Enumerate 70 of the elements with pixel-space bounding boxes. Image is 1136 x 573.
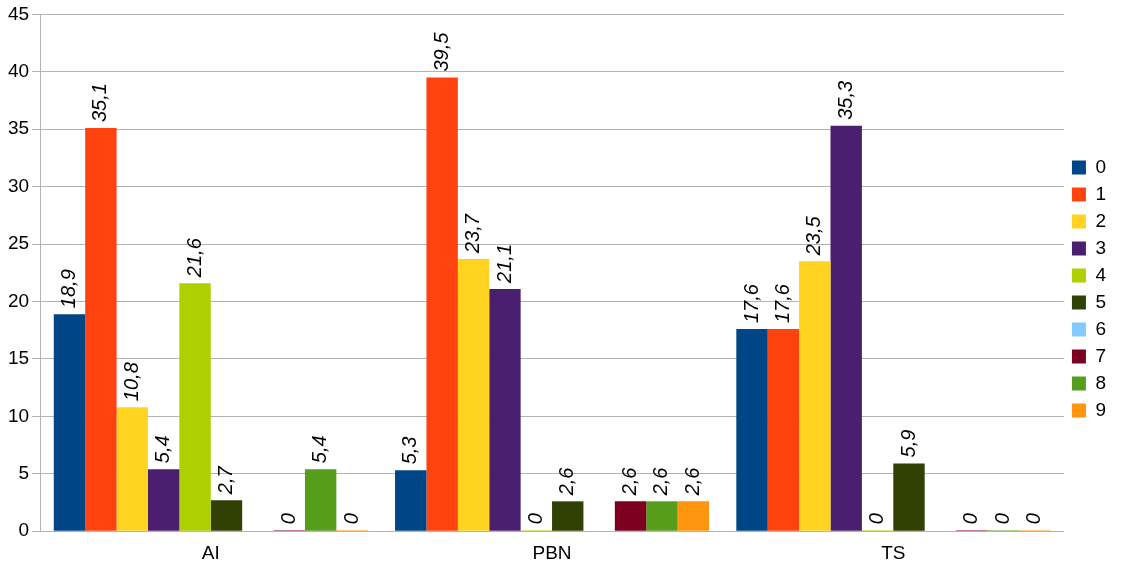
bar — [489, 288, 521, 531]
data-label: 5,3 — [398, 436, 421, 465]
bar — [677, 501, 710, 531]
y-tick-label: 45 — [7, 2, 30, 24]
x-tick-label: PBN — [532, 541, 572, 563]
bar — [736, 329, 768, 531]
data-label: 21,1 — [492, 243, 515, 284]
bar — [830, 125, 862, 531]
y-tick-label: 25 — [7, 232, 30, 254]
bar — [767, 329, 800, 531]
bar — [179, 283, 211, 531]
bar — [426, 77, 458, 531]
bar — [53, 314, 86, 531]
legend-label: 0 — [1095, 155, 1107, 177]
data-label: 23,5 — [802, 215, 825, 257]
data-label: 17,6 — [770, 283, 793, 324]
bar — [85, 128, 117, 531]
data-label: 35,3 — [833, 80, 856, 120]
legend-label: 8 — [1095, 371, 1107, 393]
legend-label: 2 — [1095, 209, 1107, 231]
bar — [552, 501, 584, 531]
data-label: 0 — [523, 513, 546, 525]
data-label: 39,5 — [429, 31, 452, 72]
x-tick-label: AI — [201, 541, 220, 563]
data-label: 18,9 — [57, 269, 80, 309]
bar — [116, 407, 148, 531]
bar — [457, 259, 490, 531]
data-label: 2,7 — [214, 465, 237, 496]
bar — [147, 469, 180, 531]
data-label: 0 — [1022, 513, 1045, 525]
y-tick-label: 30 — [7, 174, 30, 196]
y-tick-label: 15 — [7, 347, 30, 369]
data-label: 5,4 — [308, 435, 331, 464]
legend-label: 9 — [1095, 398, 1107, 420]
data-label: 0 — [990, 513, 1013, 525]
data-label: 5,4 — [151, 435, 174, 464]
data-label: 0 — [865, 513, 888, 525]
bar — [893, 463, 925, 531]
legend-label: 1 — [1095, 182, 1107, 204]
data-label: 2,6 — [649, 466, 672, 497]
data-label: 23,7 — [461, 213, 484, 255]
bar — [395, 470, 427, 531]
data-label: 17,6 — [739, 283, 762, 324]
y-tick-label: 20 — [7, 289, 30, 311]
data-label: 2,6 — [618, 466, 641, 497]
bar — [799, 261, 831, 531]
y-tick-label: 35 — [7, 117, 30, 139]
y-tick-label: 0 — [18, 519, 30, 541]
data-label: 0 — [339, 513, 362, 525]
data-label: 0 — [959, 513, 982, 525]
y-tick-label: 10 — [7, 404, 30, 426]
data-label: 21,6 — [182, 237, 205, 279]
y-tick-label: 40 — [7, 60, 30, 82]
data-label: 2,6 — [680, 466, 703, 497]
x-tick-label: TS — [881, 541, 906, 563]
legend-label: 7 — [1095, 344, 1107, 366]
data-label: 35,1 — [88, 83, 111, 123]
bar — [304, 469, 337, 531]
y-tick-label: 5 — [18, 462, 30, 484]
data-label: 5,9 — [896, 429, 919, 458]
legend-label: 5 — [1095, 290, 1107, 312]
legend-label: 4 — [1095, 263, 1107, 285]
bar — [614, 501, 647, 531]
data-label: 0 — [276, 513, 299, 525]
bar — [210, 500, 243, 531]
data-label: 2,6 — [555, 466, 578, 497]
legend-label: 6 — [1095, 317, 1107, 339]
data-label: 10,8 — [119, 362, 142, 402]
bar — [646, 501, 678, 531]
legend-label: 3 — [1095, 236, 1107, 258]
